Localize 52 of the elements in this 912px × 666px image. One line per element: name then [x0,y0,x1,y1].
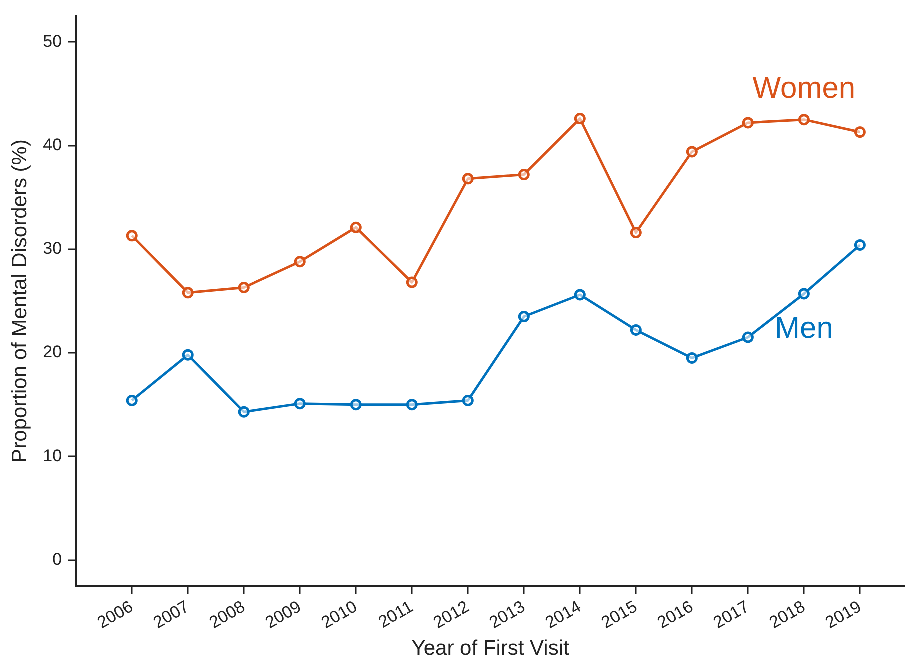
point [238,282,250,294]
series-label: Women [752,72,856,106]
point [182,349,194,361]
point [574,113,586,125]
point [854,239,866,251]
point [294,398,306,410]
y-axis-title: Proportion of Mental Disorders (%) [8,140,32,463]
point [406,276,418,288]
x-tick-label: 2012 [430,597,472,632]
y-tick-label: 50 [43,32,62,51]
point [350,222,362,234]
y-tick-label: 10 [43,446,62,466]
x-axis-title: Year of First Visit [412,637,570,660]
x-tick-label: 2018 [766,597,809,632]
y-tick-label: 20 [43,342,62,362]
point [742,332,754,344]
point [630,227,642,239]
point [182,287,194,299]
point [686,146,698,158]
x-tick-label: 2010 [318,597,360,632]
point [854,126,866,138]
y-tick-label: 30 [43,239,62,258]
x-tick-label: 2009 [262,597,304,632]
y-tick-label: 0 [52,550,62,569]
point [798,288,810,300]
point [518,311,530,323]
point [742,117,754,129]
point [126,230,138,242]
point [574,289,586,301]
point [798,114,810,126]
x-tick-label: 2019 [822,597,865,632]
x-tick-label: 2011 [375,597,416,632]
x-tick-label: 2016 [654,597,697,632]
point [462,394,474,406]
point [462,173,474,185]
x-tick-label: 2008 [206,597,248,632]
point [126,394,138,406]
point [406,399,418,411]
point [294,256,306,268]
x-tick-label: 2013 [486,597,528,632]
x-tick-label: 2015 [598,597,641,632]
point [518,169,530,181]
point [630,324,642,336]
x-tick-label: 2007 [150,597,192,632]
x-tick-label: 2006 [94,597,136,632]
point [238,406,250,418]
point [686,352,698,364]
x-tick-label: 2014 [542,597,585,632]
series-label: Men [775,312,834,346]
x-tick-label: 2017 [710,597,753,632]
point [350,399,362,411]
y-tick-label: 40 [43,135,62,154]
